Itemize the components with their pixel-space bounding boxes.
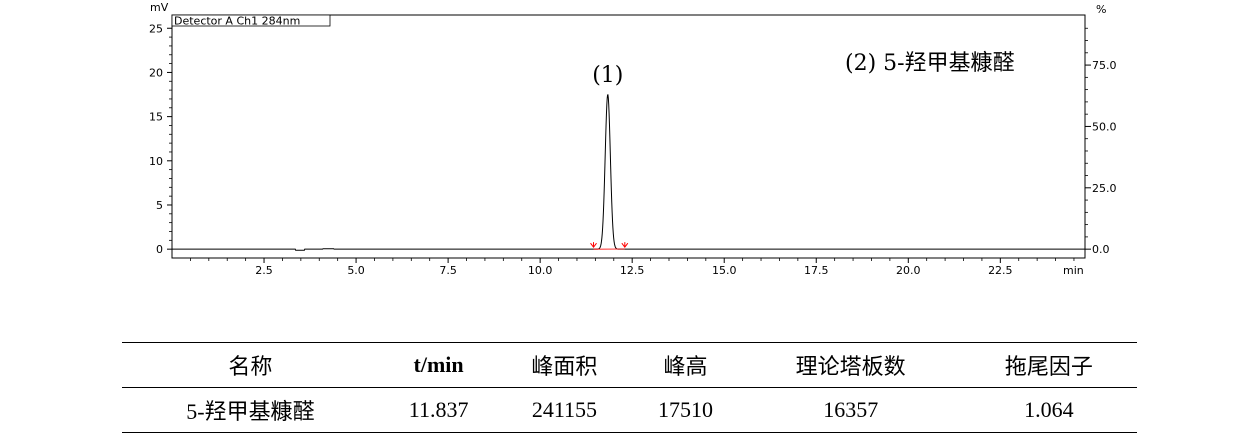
- cell-tailing-factor: 1.064: [960, 387, 1137, 433]
- y-right-tick-label: 75.0: [1092, 59, 1117, 72]
- x-tick-label: 2.5: [255, 264, 273, 277]
- cell-theoretical-plates: 16357: [740, 387, 961, 433]
- col-header-theoretical-plates: 理论塔板数: [740, 342, 961, 388]
- cell-name: 5-羟甲基糠醛: [122, 387, 379, 433]
- integration-marker: [621, 242, 629, 248]
- detector-label: Detector A Ch1 284nm: [174, 15, 300, 28]
- axis-ticks: 0 5 10 15 20 25 0.0 25.0 50.0 75.0 2.5 5.0 7.5 10.0 12…: [149, 22, 1117, 277]
- col-header-peak-height: 峰高: [630, 342, 741, 388]
- x-tick-label: 7.5: [439, 264, 457, 277]
- y-left-tick-label: 20: [149, 66, 163, 79]
- y-right-tick-label: 25.0: [1092, 182, 1117, 195]
- x-tick-label: 10.0: [528, 264, 553, 277]
- y-left-tick-label: 15: [149, 111, 163, 124]
- chromatogram-trace: [172, 94, 1085, 251]
- cell-peak-height: 17510: [630, 387, 741, 433]
- y-left-tick-label: 5: [156, 199, 163, 212]
- integration-marker: [590, 242, 597, 248]
- peak-label: (1): [592, 63, 623, 88]
- col-header-tailing-factor: 拖尾因子: [960, 342, 1137, 388]
- x-tick-label: 22.5: [988, 264, 1013, 277]
- detector-label-box: [171, 14, 331, 27]
- y-right-tick-label: 0.0: [1092, 243, 1110, 256]
- cell-retention-time: 11.837: [378, 387, 499, 433]
- col-header-retention-time: t/min: [378, 342, 499, 388]
- peak-integration-marks: [590, 242, 629, 250]
- col-header-name: 名称: [122, 342, 379, 388]
- y-right-tick-label: 50.0: [1092, 120, 1117, 133]
- y-axis-unit-right: %: [1096, 3, 1106, 16]
- col-header-peak-area: 峰面积: [498, 342, 631, 388]
- x-tick-label: 20.0: [896, 264, 921, 277]
- compound-annotation: (2) 5-羟甲基糠醛: [845, 51, 1015, 76]
- x-tick-label: 12.5: [620, 264, 645, 277]
- x-tick-label: 5.0: [347, 264, 365, 277]
- y-left-tick-label: 10: [149, 155, 163, 168]
- results-table: 名称 t/min 峰面积 峰高 理论塔板数 拖尾因子 5-羟甲基糠醛 11.83…: [122, 342, 1137, 433]
- x-tick-label: 15.0: [712, 264, 737, 277]
- cell-peak-area: 241155: [498, 387, 631, 433]
- plot-frame: [171, 14, 1086, 259]
- table-header-row: 名称 t/min 峰面积 峰高 理论塔板数 拖尾因子: [122, 342, 1137, 388]
- table-row: 5-羟甲基糠醛 11.837 241155 17510 16357 1.064: [122, 387, 1137, 433]
- x-tick-label: 17.5: [804, 264, 829, 277]
- chromatogram-chart: Detector A Ch1 284nm mV % min 0 5 10 15 20 25…: [149, 1, 1117, 277]
- x-axis-unit: min: [1063, 264, 1084, 277]
- y-left-tick-label: 25: [149, 22, 163, 35]
- y-axis-unit-left: mV: [150, 1, 169, 14]
- y-left-tick-label: 0: [156, 243, 163, 256]
